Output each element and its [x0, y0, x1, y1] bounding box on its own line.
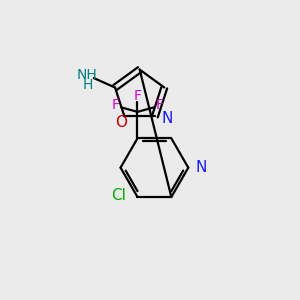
Text: N: N: [161, 111, 173, 126]
Text: H: H: [82, 78, 93, 92]
Text: O: O: [116, 116, 128, 130]
Text: N: N: [196, 160, 207, 175]
Text: F: F: [134, 89, 142, 103]
Text: F: F: [156, 98, 164, 112]
Text: NH: NH: [77, 68, 98, 82]
Text: Cl: Cl: [111, 188, 126, 203]
Text: F: F: [111, 98, 119, 112]
